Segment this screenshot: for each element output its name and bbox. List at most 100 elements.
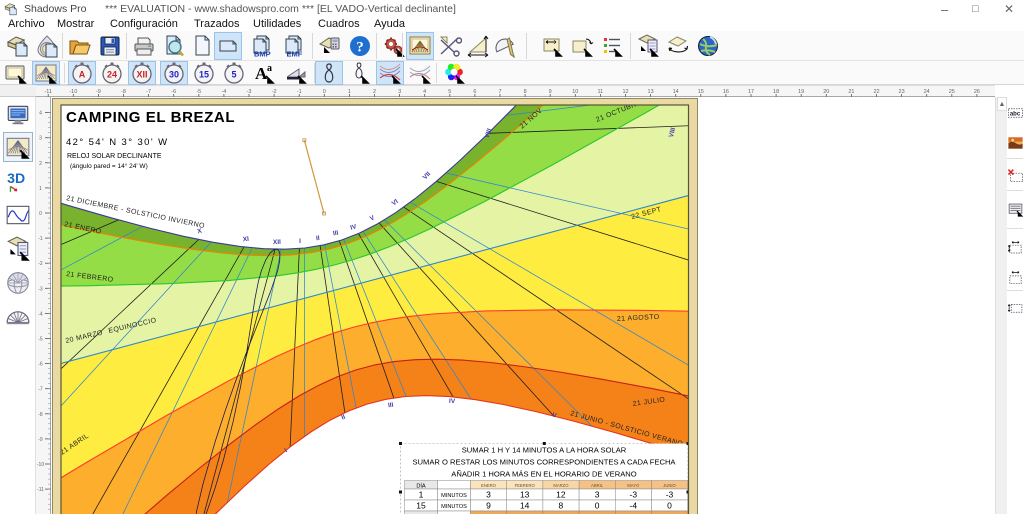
svg-text:19: 19 [798,89,804,95]
svg-text:15: 15 [199,70,209,80]
svg-text:17: 17 [748,89,754,95]
svg-text:-4: -4 [38,311,43,317]
svg-text:SUMAR 1 H Y 14 MINUTOS A LA HO: SUMAR 1 H Y 14 MINUTOS A LA HORA SOLAR [462,446,627,455]
svg-text:DÍA: DÍA [416,482,426,489]
svg-text:12: 12 [556,490,566,500]
svg-text:2: 2 [373,89,376,95]
svg-text:ABRIL: ABRIL [591,483,604,488]
svg-text:1: 1 [348,89,351,95]
svg-text:I: I [299,238,301,245]
svg-text:-3: -3 [630,490,638,500]
svg-text:IV: IV [449,398,456,405]
svg-text:13: 13 [648,89,654,95]
svg-text:RELOJ SOLAR DECLINANTE: RELOJ SOLAR DECLINANTE [67,153,162,160]
svg-text:4: 4 [39,111,42,117]
svg-text:EMF: EMF [287,50,303,59]
svg-text:9: 9 [549,89,552,95]
svg-text:3: 3 [486,490,491,500]
svg-text:-3: -3 [38,286,43,292]
svg-text:JUNIO: JUNIO [663,483,676,488]
svg-text:2: 2 [39,161,42,167]
svg-text:3: 3 [39,136,42,142]
svg-text:-5: -5 [196,89,201,95]
svg-text:SUMAR O RESTAR LOS MINUTOS COR: SUMAR O RESTAR LOS MINUTOS CORRESPONDIEN… [412,458,676,467]
svg-text:1: 1 [39,186,42,192]
svg-text:BMP: BMP [254,50,271,59]
svg-text:25: 25 [949,89,955,95]
svg-text:-10: -10 [69,89,77,95]
svg-text:5: 5 [448,89,451,95]
svg-text:XII: XII [273,239,281,246]
svg-text:-4: -4 [630,501,638,511]
svg-text:9: 9 [486,501,491,511]
svg-text:-6: -6 [38,362,43,368]
svg-text:24: 24 [107,70,117,80]
svg-text:21: 21 [848,89,854,95]
svg-text:3D: 3D [7,170,25,186]
svg-text:10: 10 [572,89,578,95]
svg-text:(ángulo pared = 14° 24' W): (ángulo pared = 14° 24' W) [70,162,148,170]
svg-text:42° 54' N 3° 30' W: 42° 54' N 3° 30' W [66,137,168,148]
svg-text:16: 16 [723,89,729,95]
svg-text:-8: -8 [38,412,43,418]
svg-text:11: 11 [598,89,604,95]
svg-text:MINUTOS: MINUTOS [441,504,467,510]
svg-text:0: 0 [39,211,42,217]
svg-text:-4: -4 [221,89,226,95]
svg-text:-11: -11 [37,487,44,493]
svg-text:4: 4 [423,89,426,95]
svg-text:26: 26 [974,89,980,95]
svg-text:14: 14 [520,501,530,511]
svg-text:7: 7 [498,89,501,95]
svg-text:?: ? [356,40,364,56]
svg-text:24: 24 [924,89,930,95]
svg-text:6: 6 [473,89,476,95]
svg-text:12: 12 [622,89,628,95]
svg-text:20: 20 [823,89,829,95]
svg-text:3: 3 [398,89,401,95]
svg-text:13: 13 [520,490,530,500]
svg-text:22: 22 [873,89,879,95]
svg-text:-1: -1 [297,89,302,95]
svg-text:-9: -9 [96,89,101,95]
svg-text:14: 14 [673,89,679,95]
svg-text:-5: -5 [38,337,43,343]
svg-text:15: 15 [416,501,426,511]
svg-text:-7: -7 [146,89,151,95]
svg-text:8: 8 [559,501,564,511]
svg-text:a: a [267,63,272,74]
svg-text:23: 23 [899,89,905,95]
svg-text:CAMPING EL BREZAL: CAMPING EL BREZAL [66,109,235,126]
svg-text:XI: XI [242,236,249,244]
svg-text:-6: -6 [171,89,176,95]
svg-text:5: 5 [231,70,236,80]
svg-text:MARZO: MARZO [553,483,569,488]
svg-text:-10: -10 [37,462,44,468]
svg-text:abc: abc [1010,111,1021,117]
svg-text:XII: XII [136,70,147,80]
svg-text:0: 0 [667,501,672,511]
svg-text:-1: -1 [38,236,43,242]
svg-text:0: 0 [323,89,326,95]
svg-text:30: 30 [169,70,179,80]
svg-text:AÑADIR 1 HORA MÁS EN EL HORARI: AÑADIR 1 HORA MÁS EN EL HORARIO DE VERAN… [451,470,636,479]
svg-text:-2: -2 [272,89,277,95]
svg-text:MAYO: MAYO [627,483,640,488]
svg-text:-2: -2 [38,261,43,267]
svg-text:-9: -9 [38,437,43,443]
svg-text:1: 1 [419,490,424,500]
svg-text:-3: -3 [666,490,674,500]
svg-text:-11: -11 [44,89,52,95]
svg-text:3: 3 [595,490,600,500]
svg-text:8: 8 [524,89,527,95]
svg-text:A: A [79,70,86,80]
svg-text:FEBRERO: FEBRERO [515,483,536,488]
svg-text:-8: -8 [121,89,126,95]
svg-text:-7: -7 [38,387,43,393]
svg-text:18: 18 [773,89,779,95]
svg-text:MINUTOS: MINUTOS [441,493,467,499]
svg-text:ENERO: ENERO [481,483,497,488]
svg-text:15: 15 [698,89,704,95]
svg-text:-3: -3 [247,89,252,95]
svg-text:0: 0 [595,501,600,511]
